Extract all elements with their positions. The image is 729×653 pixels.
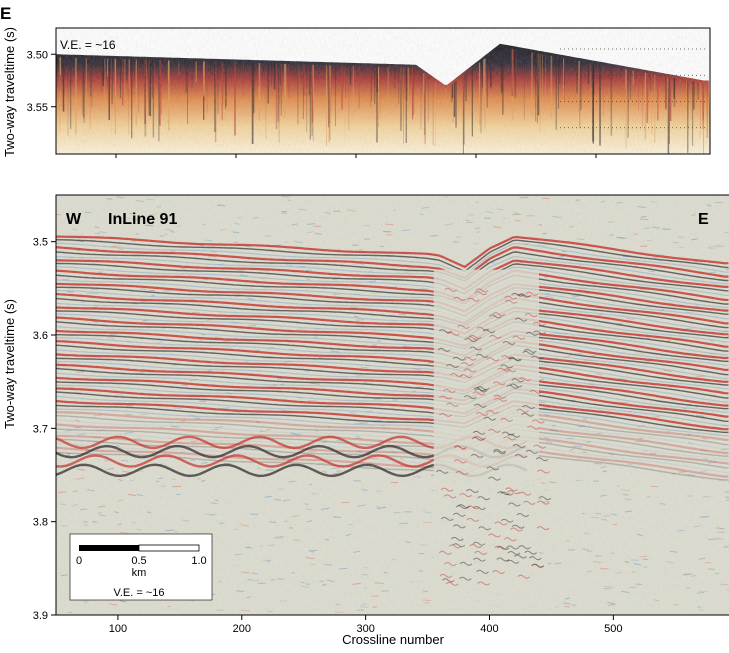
top-panel: V.E. = ~16 3.50 3.55 Two-way traveltime (… xyxy=(2,27,711,158)
top-seismic-image xyxy=(56,28,710,154)
scale-bar-black xyxy=(79,545,139,551)
bottom-x-tick-label-2: 300 xyxy=(356,623,374,635)
scale-tick-1: 1.0 xyxy=(191,555,206,567)
top-frame xyxy=(55,27,711,155)
bottom-x-tick-label-4: 500 xyxy=(604,623,622,635)
x-axis-label: Crossline number xyxy=(342,632,445,647)
scale-tick-half: 0.5 xyxy=(131,555,146,567)
top-y-tick-label-1: 3.55 xyxy=(27,102,48,114)
scale-bar-white xyxy=(138,544,200,552)
top-ve-label: V.E. = ~16 xyxy=(60,38,116,52)
scale-tick-0: 0 xyxy=(76,555,82,567)
bottom-x-tick-label-0: 100 xyxy=(109,623,127,635)
scale-unit: km xyxy=(132,567,147,579)
scale-ve-label: V.E. = ~16 xyxy=(114,587,165,599)
bottom-frame xyxy=(55,194,729,616)
bottom-x-tick-label-3: 400 xyxy=(480,623,498,635)
top-x-ticks xyxy=(115,154,597,158)
bottom-seismic-image xyxy=(56,195,729,615)
bottom-y-tick-label-0: 3.5 xyxy=(33,237,48,249)
bottom-y-tick-label-4: 3.9 xyxy=(33,610,48,622)
bottom-x-axis: 100 200 300 400 500 xyxy=(109,615,623,635)
bottom-y-tick-label-1: 3.6 xyxy=(33,330,48,342)
east-label: E xyxy=(698,211,709,228)
bottom-x-tick-label-1: 200 xyxy=(233,623,251,635)
west-label: W xyxy=(66,211,82,228)
top-y-axis-label: Two-way traveltime (s) xyxy=(2,27,17,157)
bottom-y-tick-label-2: 3.7 xyxy=(33,423,48,435)
top-y-tick-label-0: 3.50 xyxy=(27,49,48,61)
bottom-y-axis-label: Two-way traveltime (s) xyxy=(2,299,17,429)
bottom-y-axis: 3.5 3.6 3.7 3.8 3.9 xyxy=(33,237,56,622)
top-y-axis: 3.50 3.55 xyxy=(27,49,56,114)
panel-letter: E xyxy=(0,4,11,23)
bottom-panel: W InLine 91 E 0 0.5 1.0 km V.E. = ~16 3.… xyxy=(2,194,729,647)
inline-title: InLine 91 xyxy=(108,211,177,228)
scale-bar: 0 0.5 1.0 km V.E. = ~16 xyxy=(69,533,213,601)
bottom-y-tick-label-3: 3.8 xyxy=(33,517,48,529)
